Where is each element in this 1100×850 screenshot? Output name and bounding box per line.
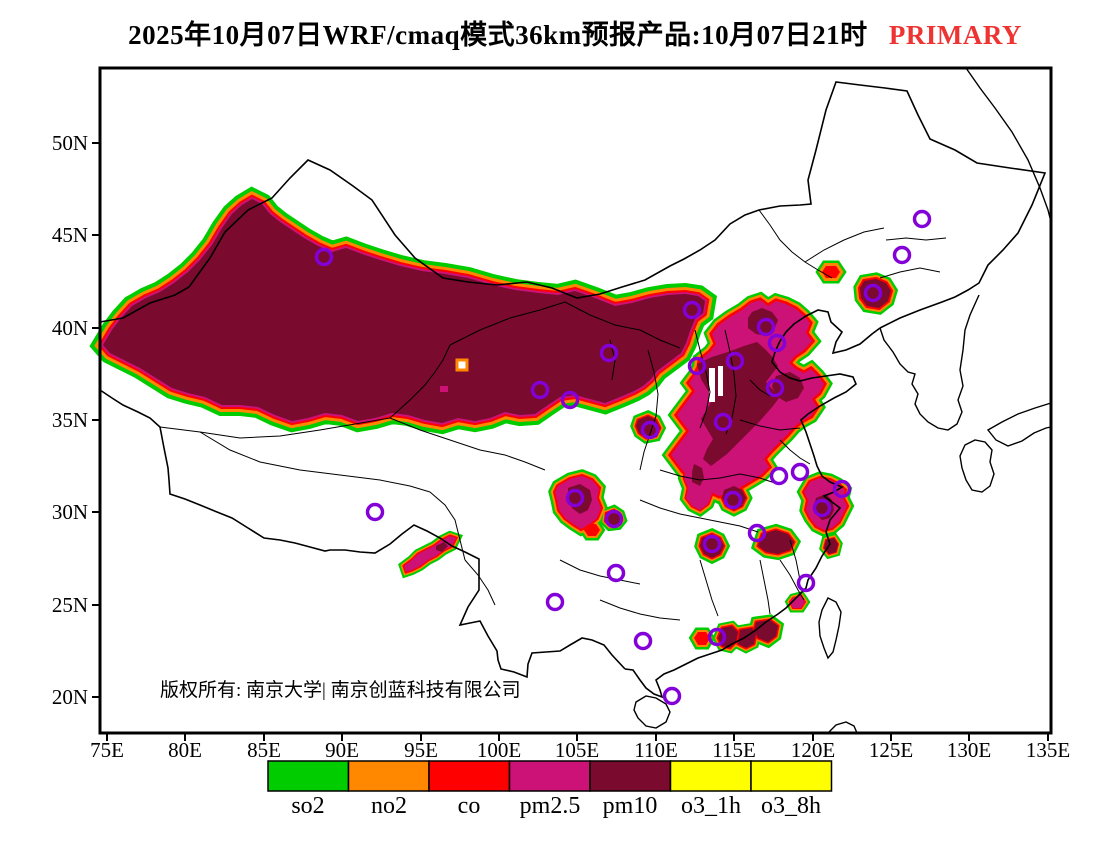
city-marker: [713, 412, 733, 432]
x-axis-labels: 75E 80E 85E 90E 95E 100E 105E 110E 115E …: [90, 738, 1070, 762]
city-marker: [640, 420, 660, 440]
y-tick-label: 45N: [52, 223, 88, 247]
city-marker: [892, 245, 912, 265]
legend-label-no2: no2: [371, 793, 407, 819]
city-marker: [633, 631, 653, 651]
taiwan-outline: [818, 597, 842, 660]
legend-swatch-co: [428, 760, 511, 792]
legend-labels: so2 no2 co pm2.5 pm10 o3_1h o3_8h: [291, 793, 821, 819]
city-marker: [796, 573, 816, 593]
x-tick-label: 135E: [1026, 738, 1070, 762]
city-marker: [707, 627, 727, 647]
china-north-border: [99, 81, 1047, 329]
legend-label-co: co: [458, 793, 481, 819]
luzon-outline: [827, 721, 858, 734]
hainan-outline: [633, 695, 671, 729]
copyright-text: 版权所有: 南京大学| 南京创蓝科技有限公司: [160, 679, 521, 701]
y-tick-label: 40N: [52, 316, 88, 340]
city-marker: [723, 490, 743, 510]
city-marker: [702, 534, 722, 554]
city-markers: [314, 209, 932, 706]
china-southwest-border: [99, 389, 626, 679]
x-tick-label: 125E: [869, 738, 913, 762]
legend: so2 no2 co pm2.5 pm10 o3_1h o3_8h: [267, 760, 833, 819]
x-tick-label: 95E: [404, 738, 438, 762]
legend-swatch-pm25: [508, 760, 591, 792]
city-marker: [790, 462, 810, 482]
city-marker: [365, 502, 385, 522]
region-speckle: [440, 386, 448, 392]
city-marker: [725, 351, 745, 371]
region-hole: [455, 358, 469, 372]
y-tick-label: 20N: [52, 685, 88, 709]
y-tick-label: 50N: [52, 131, 88, 155]
korea-coastline: [879, 294, 980, 431]
x-tick-label: 90E: [325, 738, 359, 762]
legend-label-pm10: pm10: [603, 793, 658, 819]
city-marker: [747, 523, 767, 543]
map-outlines: [99, 67, 1052, 734]
city-marker: [606, 563, 626, 583]
x-tick-label: 120E: [791, 738, 835, 762]
city-marker: [767, 333, 787, 353]
region-hole: [709, 368, 715, 402]
legend-label-pm25: pm2.5: [520, 793, 581, 819]
city-marker: [769, 466, 789, 486]
y-tick-label: 30N: [52, 500, 88, 524]
x-tick-label: 105E: [555, 738, 599, 762]
city-marker: [545, 592, 565, 612]
x-tick-label: 115E: [712, 738, 756, 762]
x-tick-label: 80E: [168, 738, 202, 762]
city-marker: [604, 509, 624, 529]
x-tick-label: 130E: [947, 738, 991, 762]
city-marker: [687, 356, 707, 376]
legend-label-o3-8h: o3_8h: [761, 793, 821, 819]
city-marker: [765, 378, 785, 398]
japan-kyushu-outline: [959, 439, 995, 493]
city-marker: [863, 283, 883, 303]
legend-label-so2: so2: [291, 793, 324, 819]
japan-honshu-outline: [986, 402, 1052, 447]
title-main-text: 2025年10月07日WRF/cmaq模式36km预报产品:10月07日21时: [128, 19, 867, 50]
city-marker: [812, 498, 832, 518]
city-marker: [756, 317, 776, 337]
legend-swatch-o3-8h: [750, 760, 833, 792]
city-marker: [565, 488, 585, 508]
x-tick-label: 85E: [247, 738, 281, 762]
x-tick-label: 100E: [477, 738, 521, 762]
city-marker: [832, 479, 852, 499]
city-marker: [599, 343, 619, 363]
city-marker: [662, 686, 682, 706]
page-title: 2025年10月07日WRF/cmaq模式36km预报产品:10月07日21时 …: [128, 19, 1022, 50]
y-axis-labels: 50N 45N 40N 35N 30N 25N 20N: [52, 131, 88, 709]
china-coastline: [624, 309, 881, 699]
russia-coastline: [965, 67, 1052, 223]
legend-swatch-o3-1h: [669, 760, 752, 792]
legend-swatch-so2: [267, 760, 350, 792]
x-tick-label: 75E: [90, 738, 124, 762]
region-hole: [718, 366, 723, 396]
x-tick-label: 110E: [634, 738, 678, 762]
axis-ticks: [92, 142, 1049, 741]
legend-swatch-no2: [347, 760, 430, 792]
city-marker: [560, 390, 580, 410]
city-marker: [314, 247, 334, 267]
title-highlight-text: PRIMARY: [889, 20, 1022, 50]
city-marker: [682, 300, 702, 320]
map-frame: [98, 66, 1053, 735]
legend-swatches: [267, 760, 833, 792]
y-tick-label: 35N: [52, 408, 88, 432]
y-tick-label: 25N: [52, 593, 88, 617]
city-marker: [530, 380, 550, 400]
city-marker: [912, 209, 932, 229]
legend-label-o3-1h: o3_1h: [681, 793, 741, 819]
legend-swatch-pm10: [589, 760, 672, 792]
